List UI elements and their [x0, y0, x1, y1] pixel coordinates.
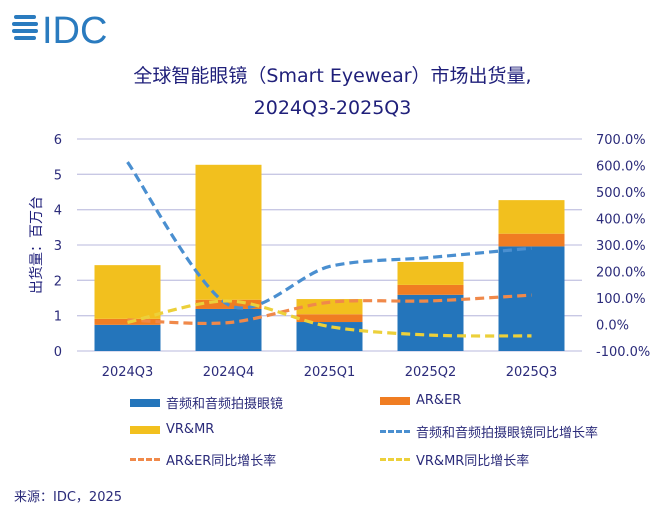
y2-tick-label: 400.0% [596, 213, 646, 228]
growth-line [127, 299, 532, 338]
chart-title: 全球智能眼镜（Smart Eyewear）市场出货量, 2024Q3-2025Q… [0, 60, 665, 124]
legend-dash-swatch [130, 458, 160, 461]
source-note: 来源：IDC，2025 [14, 490, 123, 505]
svg-text:IDC: IDC [42, 10, 107, 46]
y-tick-label: 4 [54, 204, 62, 219]
title-line-1: 全球智能眼镜（Smart Eyewear）市场出货量, [133, 65, 532, 87]
y2-tick-label: 700.0% [596, 133, 646, 148]
bar-segment [296, 322, 363, 351]
growth-line [126, 161, 532, 310]
y-tick-label: 5 [54, 168, 62, 183]
growth-line [127, 293, 532, 326]
x-tick-label: 2025Q2 [405, 365, 457, 380]
legend-item: VR&MR [130, 422, 214, 437]
bar-segment [94, 324, 161, 351]
bar-segment [296, 314, 363, 323]
y2-tick-label: 500.0% [596, 186, 646, 201]
bar-segment [296, 299, 363, 315]
y-tick-label: 3 [54, 239, 62, 254]
legend-label: 音频和音频拍摄眼镜同比增长率 [416, 426, 599, 441]
bar-segment [195, 308, 262, 351]
bar-segment [498, 246, 565, 351]
bar-segment [397, 284, 464, 295]
legend-swatch [130, 425, 160, 434]
y-tick-label: 6 [54, 133, 62, 148]
legend-label: VR&MR [166, 422, 215, 437]
y-tick-label: 2 [54, 274, 62, 289]
bar-segment [498, 200, 565, 234]
y2-tick-label: 200.0% [596, 266, 646, 281]
bar-segment [498, 233, 565, 247]
x-tick-label: 2025Q3 [506, 365, 558, 380]
legend-label: VR&MR同比增长率 [416, 454, 530, 469]
legend-label: 音频和音频拍摄眼镜 [166, 397, 284, 412]
x-tick-label: 2024Q4 [203, 365, 255, 380]
y2-tick-label: 600.0% [596, 160, 646, 175]
title-line-2: 2024Q3-2025Q3 [253, 97, 412, 119]
y-axis-label: 出货量：百万台 [28, 196, 45, 294]
legend-dash-swatch [380, 430, 410, 433]
legend-swatch [130, 398, 160, 407]
bar-segment [94, 265, 161, 319]
legend-label: AR&ER [416, 393, 462, 408]
legend-item: AR&ER同比增长率 [130, 450, 276, 469]
y2-tick-label: 300.0% [596, 239, 646, 254]
legend-dash-swatch [380, 458, 410, 461]
y-tick-label: 1 [54, 310, 62, 325]
legend-item: AR&ER [380, 393, 461, 408]
y2-tick-label: 0.0% [596, 319, 629, 334]
idc-logo: IDC [12, 10, 107, 46]
x-tick-label: 2025Q1 [304, 365, 356, 380]
bar-segment [397, 294, 464, 351]
y2-tick-label: 100.0% [596, 292, 646, 307]
y2-tick-label: -100.0% [596, 345, 650, 360]
legend-label: AR&ER同比增长率 [166, 454, 277, 469]
legend-swatch [380, 396, 410, 405]
x-tick-label: 2024Q3 [102, 365, 154, 380]
chart: 2024Q3 2024Q4 2025Q1 2025Q2 2025Q3 0 1 2 3 4 5 6 -… [28, 133, 650, 380]
bar-segment [195, 164, 262, 300]
legend-item: 音频和音频拍摄眼镜 [130, 393, 283, 412]
y-tick-label: 0 [54, 345, 62, 360]
legend-item: VR&MR同比增长率 [380, 450, 529, 469]
legend-item: 音频和音频拍摄眼镜同比增长率 [380, 422, 598, 441]
bar-segment [397, 261, 464, 285]
